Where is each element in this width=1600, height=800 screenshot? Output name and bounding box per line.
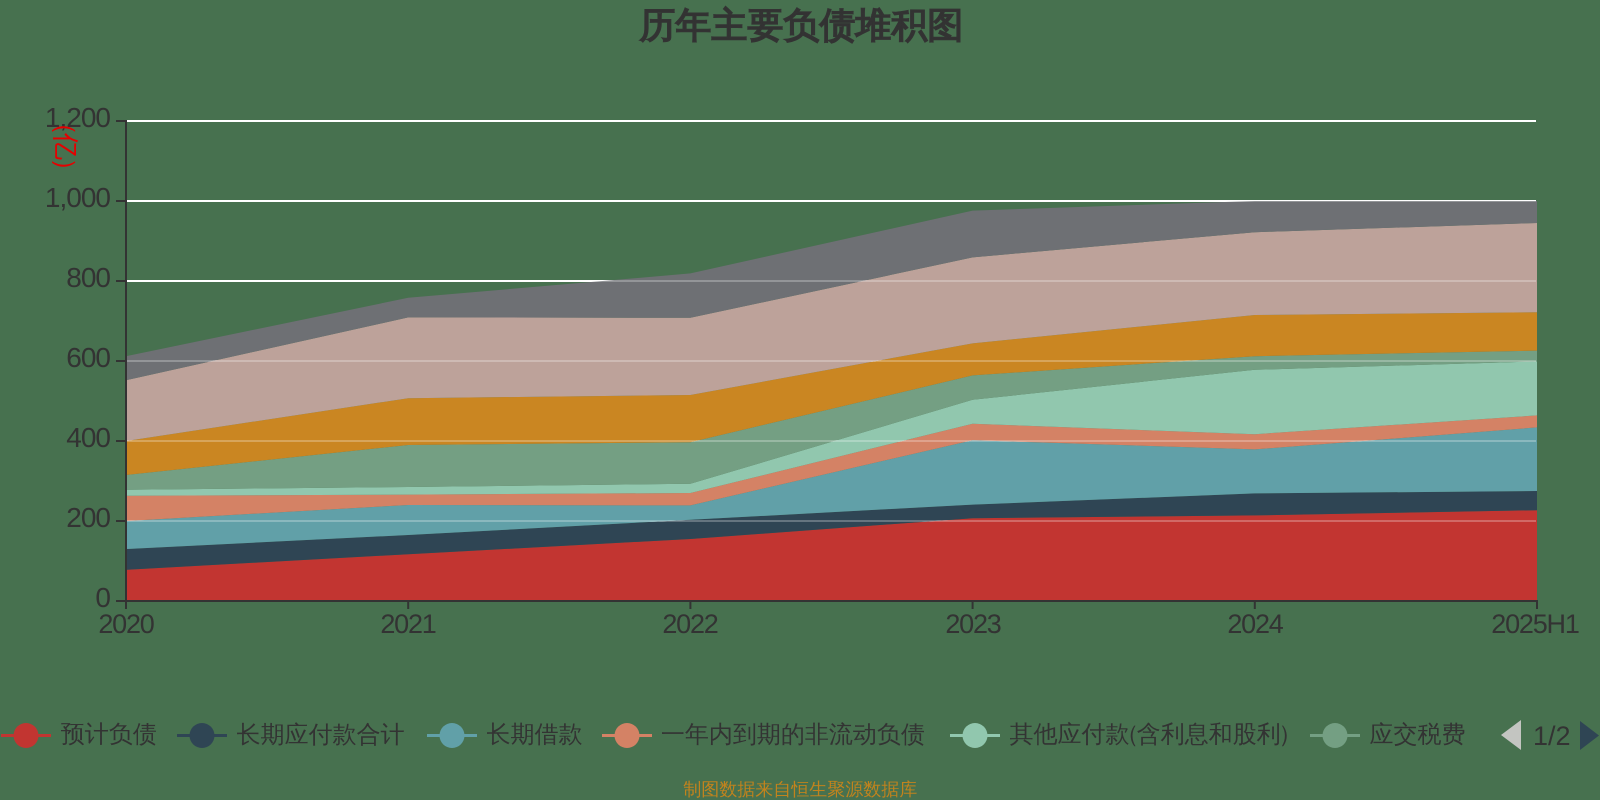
svg-text:200: 200 <box>66 502 110 533</box>
svg-text:2024: 2024 <box>1227 609 1283 639</box>
svg-text:2021: 2021 <box>380 609 435 639</box>
svg-text:0: 0 <box>95 582 110 613</box>
svg-text:2025H1: 2025H1 <box>1491 609 1579 639</box>
svg-text:800: 800 <box>66 262 110 293</box>
svg-text:400: 400 <box>66 422 110 453</box>
svg-text:1,000: 1,000 <box>45 182 110 213</box>
svg-text:1/2: 1/2 <box>1533 721 1571 751</box>
svg-text:2023: 2023 <box>945 609 1000 639</box>
svg-text:2020: 2020 <box>98 609 153 639</box>
svg-text:2022: 2022 <box>662 609 717 639</box>
svg-text:600: 600 <box>66 342 110 373</box>
svg-text:1,200: 1,200 <box>45 102 110 133</box>
